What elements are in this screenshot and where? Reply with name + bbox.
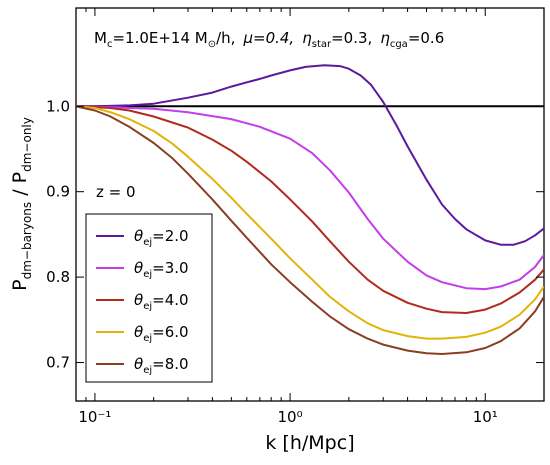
y-tick-label: 1.0 xyxy=(46,97,70,115)
y-axis-sub2: dm−only xyxy=(20,117,34,172)
series-line-5 xyxy=(76,105,544,355)
x-tick-label: 10¹ xyxy=(473,408,498,426)
mc-subscript: c xyxy=(107,39,113,50)
x-axis-title: k [h/Mpc] xyxy=(265,432,354,454)
series-line-2 xyxy=(76,105,544,291)
series-line-3 xyxy=(76,105,544,314)
eta-star-value: =0.3, xyxy=(331,29,372,47)
eta-cga-subscript: cga xyxy=(390,39,408,50)
y-axis-sub1: dm−baryons xyxy=(20,202,34,280)
y-tick-label: 0.7 xyxy=(46,354,70,372)
y-tick-label: 0.8 xyxy=(46,268,70,286)
x-tick-label: 10⁰ xyxy=(278,408,303,426)
series-line-4 xyxy=(76,105,544,340)
series-line-1 xyxy=(76,64,544,246)
eta-cga-symbol: η xyxy=(380,29,390,47)
mc-unit: /h, xyxy=(216,29,235,47)
mc-value: =1.0E+14 M xyxy=(112,29,207,47)
model-params-annotation: Mc=1.0E+14 M⊙/h, μ=0.4, ηstar=0.3, ηcga=0.6 xyxy=(94,29,444,50)
eta-cga-value: =0.6 xyxy=(408,29,444,47)
legend: θej=2.0 θej=3.0 θej=4.0 θej=6.0 θej=8.0 xyxy=(85,213,213,383)
y-axis-slash: / xyxy=(9,183,31,201)
y-axis-p2: P xyxy=(9,172,31,183)
eta-star-subscript: star xyxy=(312,39,332,50)
legend-label-3: θej=4.0 xyxy=(134,291,189,312)
eta-star-symbol: η xyxy=(302,29,312,47)
mu-value: μ=0.4, xyxy=(242,29,294,47)
legend-label-2: θej=3.0 xyxy=(134,259,189,280)
x-tick-label: 10⁻¹ xyxy=(78,408,111,426)
y-axis-p1: P xyxy=(9,279,31,290)
legend-label-5: θej=8.0 xyxy=(134,355,189,376)
redshift-label: z = 0 xyxy=(96,183,136,201)
legend-label-4: θej=6.0 xyxy=(134,323,189,344)
odot-symbol: ⊙ xyxy=(208,39,216,50)
legend-label-1: θej=2.0 xyxy=(134,227,189,248)
mc-symbol: M xyxy=(94,29,107,47)
y-axis-title: Pdm−baryons / Pdm−only xyxy=(9,117,34,291)
legend-box xyxy=(85,213,213,383)
y-tick-label: 0.9 xyxy=(46,183,70,201)
